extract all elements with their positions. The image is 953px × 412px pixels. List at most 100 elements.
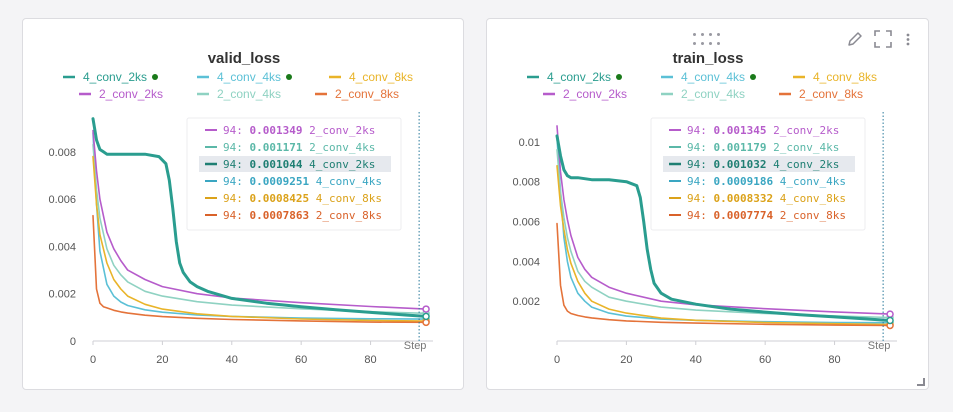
tooltip-value: 0.001032 [714, 158, 767, 171]
y-tick-label: 0.006 [512, 217, 540, 229]
tooltip-step: 94: [687, 192, 714, 205]
tooltip-step: 94: [687, 209, 714, 222]
tooltip-value: 0.0009186 [714, 175, 774, 188]
tooltip-row: 94: 0.0009251 4_conv_4ks [223, 175, 382, 188]
legend-label: 4_conv_8ks [349, 70, 413, 84]
tooltip-run-name: 4_conv_8ks [773, 192, 846, 205]
series-line-2_conv_8ks [556, 222, 891, 327]
x-tick-label: 40 [690, 354, 702, 366]
series-end-point [422, 318, 430, 327]
tooltip-run-name: 4_conv_8ks [309, 192, 382, 205]
legend-label: 2_conv_8ks [335, 87, 399, 101]
series-end-point [422, 312, 430, 321]
y-tick-label: 0.01 [519, 137, 540, 149]
tooltip-value: 0.0008425 [250, 192, 310, 205]
valid-loss-panel: valid_loss 4_conv_2ks 4_conv_4ks 4_conv_8ks… [22, 18, 464, 390]
series-line-2_conv_8ks [92, 214, 427, 324]
train-loss-panel: train_loss 4_conv_2ks 4_conv_4ks 4_conv_8ks… [486, 18, 929, 390]
series-line-4_conv_8ks [556, 165, 891, 326]
tooltip-row-highlight [199, 156, 391, 172]
x-tick-label: 0 [90, 354, 96, 366]
tooltip-step: 94: [687, 124, 714, 137]
legend-item: 4_conv_2ks [527, 70, 622, 84]
legend-label: 4_conv_4ks [217, 70, 281, 84]
tooltip-run-name: 4_conv_4ks [773, 175, 846, 188]
x-axis-label: Step [868, 340, 891, 352]
series-end-point [886, 310, 894, 318]
x-tick-label: 60 [759, 354, 771, 366]
tooltip-row: 94: 0.001349 2_conv_2ks [223, 124, 375, 137]
legend-item: 2_conv_8ks [779, 87, 863, 101]
series-line-2_conv_2ks [92, 129, 427, 310]
tooltip-step: 94: [223, 175, 250, 188]
tooltip-row: 94: 0.0009186 4_conv_4ks [687, 175, 846, 188]
tooltip-value: 0.001349 [250, 124, 303, 137]
tooltip-row: 94: 0.0007863 2_conv_8ks [223, 209, 382, 222]
series-line-4_conv_2ks [555, 134, 892, 322]
tooltip-step: 94: [687, 158, 714, 171]
legend-label: 2_conv_4ks [681, 87, 745, 101]
x-tick-label: 60 [295, 354, 307, 366]
edit-pencil-icon[interactable] [845, 29, 865, 49]
y-tick-label: 0 [70, 336, 76, 348]
train-loss-chart[interactable]: train_loss 4_conv_2ks 4_conv_4ks 4_conv_8ks… [487, 19, 930, 391]
legend-item: 4_conv_8ks [329, 70, 413, 84]
drag-handle-icon[interactable] [693, 33, 723, 47]
x-tick-label: 20 [156, 354, 168, 366]
fullscreen-icon[interactable] [873, 29, 893, 49]
legend-status-dot [616, 74, 622, 80]
tooltip-value: 0.0008332 [714, 192, 774, 205]
tooltip-step: 94: [687, 141, 714, 154]
tooltip-row: 94: 0.001179 2_conv_4ks [687, 141, 839, 154]
legend-item: 2_conv_4ks [661, 87, 745, 101]
tooltip-step: 94: [223, 141, 250, 154]
tooltip-row: 94: 0.001171 2_conv_4ks [223, 141, 375, 154]
y-tick-label: 0.004 [512, 256, 540, 268]
tooltip-run-name: 2_conv_4ks [302, 141, 375, 154]
y-tick-label: 0.008 [512, 177, 540, 189]
legend-label: 4_conv_2ks [83, 70, 147, 84]
tooltip-run-name: 2_conv_8ks [773, 209, 846, 222]
y-tick-label: 0.004 [48, 241, 76, 253]
legend-label: 2_conv_4ks [217, 87, 281, 101]
series-line-2_conv_4ks [556, 149, 891, 319]
x-tick-label: 40 [226, 354, 238, 366]
series-line-2_conv_2ks [556, 125, 891, 315]
legend-label: 2_conv_2ks [563, 87, 627, 101]
tooltip-value: 0.0009251 [250, 175, 310, 188]
series-end-point [886, 316, 894, 325]
series-end-point [422, 305, 430, 313]
legend-label: 4_conv_8ks [813, 70, 877, 84]
tooltip-row-highlight [663, 156, 855, 172]
y-tick-label: 0.002 [48, 289, 76, 301]
tooltip-run-name: 2_conv_8ks [309, 209, 382, 222]
tooltip-row: 94: 0.0008425 4_conv_8ks [223, 192, 382, 205]
legend-item: 4_conv_4ks [661, 70, 756, 84]
tooltip-run-name: 2_conv_2ks [302, 124, 375, 137]
valid-loss-chart[interactable]: valid_loss 4_conv_2ks 4_conv_4ks 4_conv_8ks… [23, 19, 465, 391]
tooltip-row: 94: 0.0007774 2_conv_8ks [687, 209, 846, 222]
tooltip-run-name: 2_conv_4ks [766, 141, 839, 154]
series-line-2_conv_4ks [92, 143, 427, 315]
legend-item: 2_conv_2ks [543, 87, 627, 101]
y-tick-label: 0.008 [48, 147, 76, 159]
chart-title: valid_loss [208, 50, 281, 67]
resize-handle-icon[interactable] [917, 378, 925, 386]
legend-label: 4_conv_2ks [547, 70, 611, 84]
tooltip-value: 0.0007774 [714, 209, 774, 222]
legend-status-dot [750, 74, 756, 80]
legend-item: 2_conv_8ks [315, 87, 399, 101]
x-tick-label: 80 [364, 354, 376, 366]
tooltip-row: 94: 0.001044 4_conv_2ks [223, 158, 375, 171]
tooltip-step: 94: [223, 209, 250, 222]
legend-item: 2_conv_4ks [197, 87, 281, 101]
tooltip-value: 0.001345 [714, 124, 767, 137]
legend-item: 4_conv_8ks [793, 70, 877, 84]
tooltip-step: 94: [223, 158, 250, 171]
more-options-icon[interactable] [903, 29, 913, 49]
series-line-4_conv_2ks [91, 117, 428, 318]
y-tick-label: 0.002 [512, 296, 540, 308]
tooltip-run-name: 4_conv_2ks [766, 158, 839, 171]
legend-item: 4_conv_2ks [63, 70, 158, 84]
legend-label: 2_conv_8ks [799, 87, 863, 101]
